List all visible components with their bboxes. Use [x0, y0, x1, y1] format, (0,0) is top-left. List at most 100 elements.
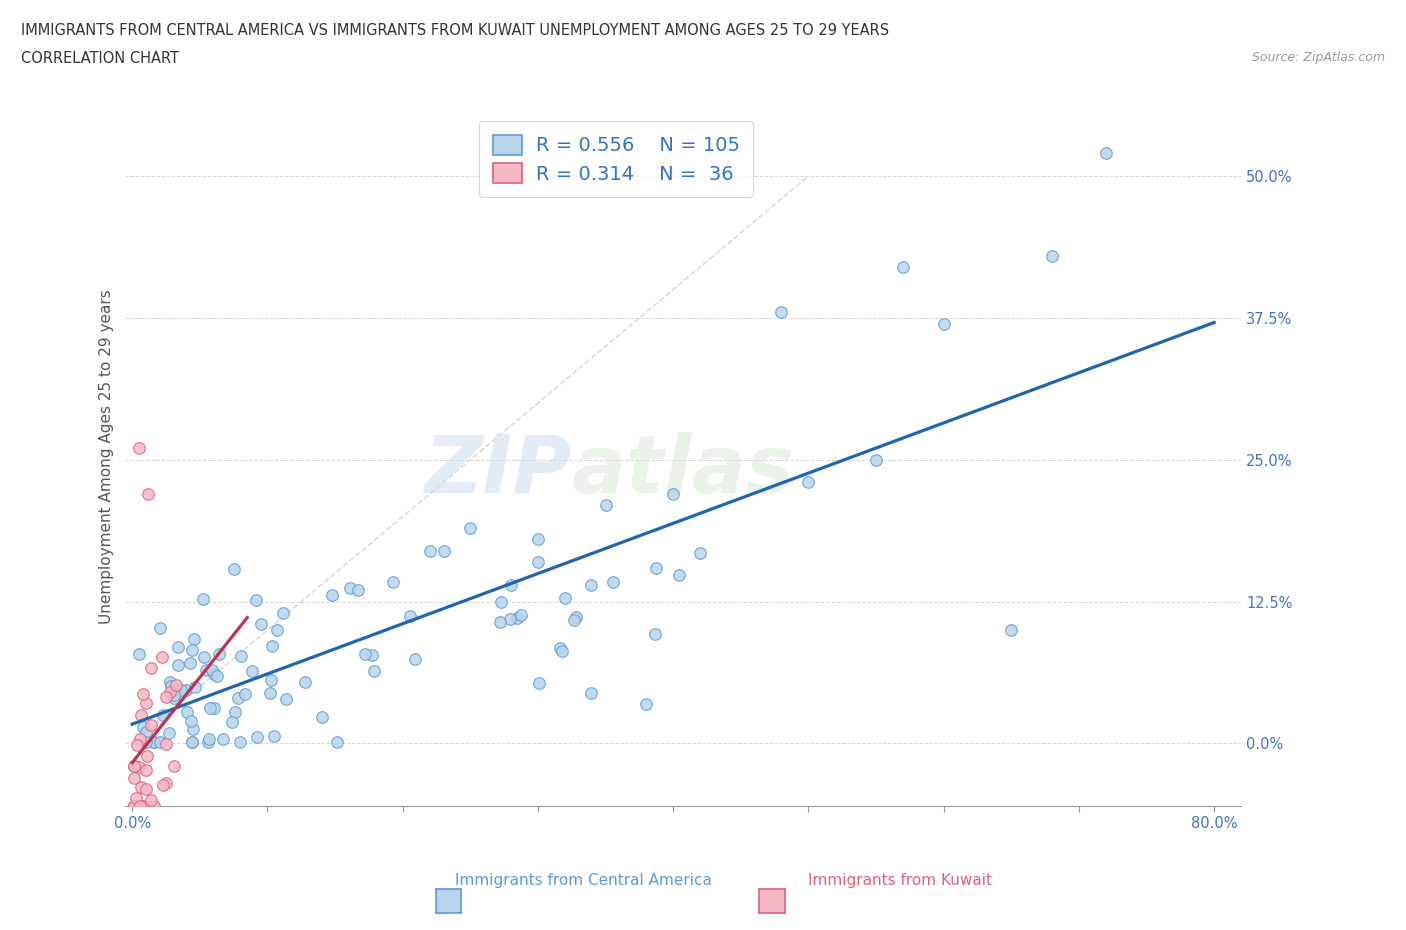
- Point: [194, 663, 217, 678]
- Point: [361, 647, 384, 662]
- Point: [135, 724, 157, 739]
- Point: [865, 452, 887, 467]
- Point: [363, 663, 385, 678]
- Point: [419, 543, 441, 558]
- Point: [274, 692, 297, 707]
- Point: [122, 799, 145, 814]
- Point: [183, 631, 205, 646]
- Point: [229, 648, 252, 663]
- Point: [174, 683, 197, 698]
- Point: [221, 714, 243, 729]
- Point: [198, 701, 221, 716]
- Point: [125, 799, 148, 814]
- Point: [668, 567, 690, 582]
- Point: [554, 591, 576, 605]
- Point: [193, 591, 215, 606]
- Point: [202, 701, 225, 716]
- Point: [202, 667, 225, 682]
- Point: [644, 627, 666, 642]
- Point: [498, 612, 520, 627]
- Point: [132, 686, 155, 701]
- Point: [135, 749, 157, 764]
- Point: [165, 678, 187, 693]
- Point: [510, 608, 533, 623]
- Text: atlas: atlas: [572, 432, 794, 510]
- Point: [636, 697, 658, 711]
- Point: [326, 735, 349, 750]
- Point: [565, 610, 588, 625]
- Point: [129, 708, 152, 723]
- Point: [689, 546, 711, 561]
- Point: [932, 316, 955, 331]
- Point: [163, 759, 186, 774]
- Point: [250, 617, 273, 631]
- Point: [891, 259, 914, 274]
- Point: [166, 640, 188, 655]
- Point: [200, 663, 222, 678]
- Point: [193, 649, 215, 664]
- Point: [163, 691, 186, 706]
- Point: [181, 643, 204, 658]
- Point: [135, 696, 157, 711]
- Point: [208, 646, 231, 661]
- Point: [382, 575, 405, 590]
- Point: [149, 735, 172, 750]
- Point: [1000, 622, 1022, 637]
- Point: [129, 779, 152, 794]
- Point: [124, 759, 146, 774]
- Point: [260, 672, 283, 687]
- Point: [263, 728, 285, 743]
- Point: [197, 731, 219, 746]
- Point: [595, 498, 617, 512]
- Point: [527, 675, 550, 690]
- Point: [527, 554, 550, 569]
- Point: [260, 639, 283, 654]
- Point: [197, 735, 219, 750]
- Point: [226, 691, 249, 706]
- Point: [128, 647, 150, 662]
- Point: [131, 719, 153, 734]
- Point: [155, 690, 177, 705]
- Point: [135, 763, 157, 777]
- Point: [259, 685, 281, 700]
- Point: [141, 792, 163, 807]
- Point: [159, 685, 181, 700]
- Point: [138, 486, 160, 501]
- Point: [321, 588, 343, 603]
- Text: IMMIGRANTS FROM CENTRAL AMERICA VS IMMIGRANTS FROM KUWAIT UNEMPLOYMENT AMONG AGE: IMMIGRANTS FROM CENTRAL AMERICA VS IMMIG…: [21, 23, 889, 38]
- Point: [152, 777, 174, 792]
- Point: [150, 650, 173, 665]
- Point: [662, 486, 685, 501]
- Point: [162, 681, 184, 696]
- Point: [128, 760, 150, 775]
- Point: [271, 606, 294, 621]
- Point: [602, 575, 624, 590]
- Point: [339, 580, 361, 595]
- Point: [134, 799, 156, 814]
- Point: [506, 611, 529, 626]
- Point: [433, 544, 456, 559]
- Text: ZIP: ZIP: [425, 432, 572, 510]
- Point: [562, 613, 585, 628]
- Point: [122, 759, 145, 774]
- Point: [404, 652, 426, 667]
- Point: [122, 770, 145, 785]
- Point: [579, 685, 602, 700]
- Point: [224, 562, 246, 577]
- Point: [149, 620, 172, 635]
- Point: [233, 686, 256, 701]
- Point: [770, 305, 793, 320]
- Legend: R = 0.556    N = 105, R = 0.314    N =  36: R = 0.556 N = 105, R = 0.314 N = 36: [479, 121, 754, 197]
- Point: [266, 623, 288, 638]
- Point: [181, 722, 204, 737]
- Point: [644, 561, 666, 576]
- Point: [797, 475, 820, 490]
- Point: [159, 674, 181, 689]
- Text: CORRELATION CHART: CORRELATION CHART: [21, 51, 179, 66]
- Point: [224, 705, 246, 720]
- Text: Immigrants from Central America: Immigrants from Central America: [456, 873, 711, 888]
- Point: [1095, 146, 1118, 161]
- Point: [212, 731, 235, 746]
- Point: [551, 644, 574, 658]
- Point: [499, 578, 522, 592]
